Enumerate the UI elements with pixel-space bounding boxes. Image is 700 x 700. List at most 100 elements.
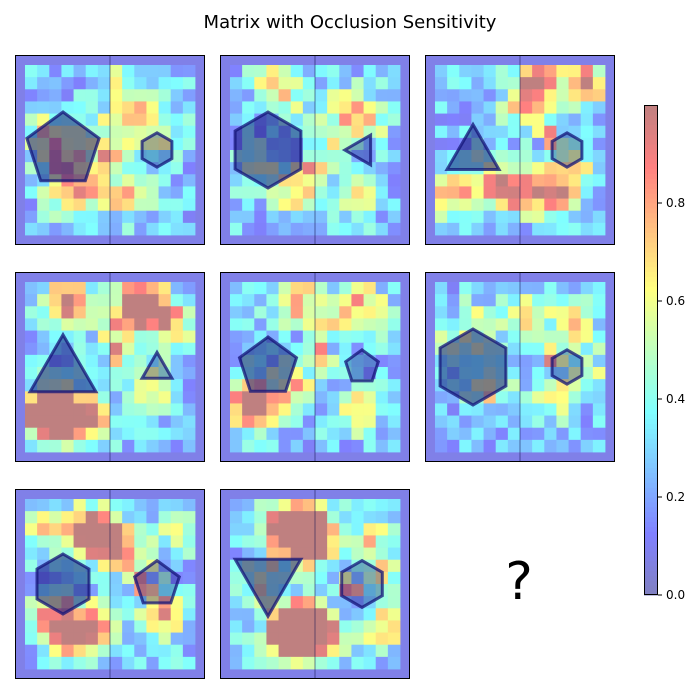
heatmap-cell xyxy=(73,330,87,344)
colorbar-segment xyxy=(644,384,658,390)
heatmap-cell xyxy=(182,174,196,187)
heatmap-cell xyxy=(327,162,340,175)
heatmap-cell xyxy=(315,427,328,441)
heatmap-cell xyxy=(110,210,123,224)
heatmap-cell xyxy=(110,125,123,139)
heatmap-cell xyxy=(483,89,497,102)
heatmap-cell xyxy=(182,77,196,90)
colorbar-segment xyxy=(644,158,658,165)
heatmap-cell xyxy=(580,439,594,453)
heatmap-cell xyxy=(520,174,533,187)
heatmap-cell xyxy=(146,535,159,548)
heatmap-cell xyxy=(532,198,545,212)
heatmap-cell xyxy=(327,113,340,127)
heatmap-cell xyxy=(568,137,582,151)
heatmap-cell xyxy=(339,632,352,646)
heatmap-cell xyxy=(37,644,50,658)
heatmap-cell xyxy=(122,571,135,585)
heatmap-cell xyxy=(134,77,147,90)
heatmap-cell xyxy=(290,415,304,429)
heatmap-cell xyxy=(544,318,557,331)
heatmap-cell xyxy=(158,294,172,307)
heatmap-cell xyxy=(327,77,340,90)
heatmap-cell xyxy=(122,294,135,307)
heatmap-cell xyxy=(242,511,255,524)
heatmap-cell xyxy=(73,210,87,224)
heatmap-cell xyxy=(61,427,74,441)
heatmap-cell xyxy=(182,620,196,633)
heatmap-cell xyxy=(315,318,328,331)
heatmap-cell xyxy=(170,198,184,212)
heatmap-cell xyxy=(447,210,460,224)
heatmap-cell xyxy=(97,318,111,331)
heatmap-cell xyxy=(375,89,389,102)
heatmap-cell xyxy=(507,113,521,127)
heatmap-cell xyxy=(520,113,533,127)
heatmap-cell xyxy=(495,101,509,114)
heatmap-cell xyxy=(483,113,497,127)
colorbar-segment xyxy=(644,203,658,209)
heatmap-cell xyxy=(302,282,316,295)
heatmap-cell xyxy=(85,294,99,307)
heatmap-cell xyxy=(592,77,606,90)
heatmap-cell xyxy=(266,523,279,536)
heatmap-cell xyxy=(327,571,340,585)
heatmap-cell xyxy=(520,89,533,102)
heatmap-cell xyxy=(242,439,255,453)
heatmap-cell xyxy=(339,210,352,224)
heatmap-cell xyxy=(97,535,111,548)
heatmap-cell xyxy=(520,330,533,344)
heatmap-cell xyxy=(556,186,569,199)
heatmap-cell xyxy=(182,559,196,573)
heatmap-cell xyxy=(37,499,50,512)
heatmap-cell xyxy=(170,150,184,163)
heatmap-cell xyxy=(290,584,304,597)
heatmap-cell xyxy=(73,403,87,416)
heatmap-cell xyxy=(170,620,184,633)
heatmap-cell xyxy=(110,174,123,187)
heatmap-cell xyxy=(110,113,123,127)
heatmap-cell xyxy=(73,101,87,114)
heatmap-cell xyxy=(544,65,557,78)
heatmap-cell xyxy=(363,439,377,453)
heatmap-cell xyxy=(387,584,401,597)
heatmap-cell xyxy=(327,318,340,331)
heatmap-cell xyxy=(339,656,352,670)
heatmap-cell xyxy=(242,330,255,344)
heatmap-cell xyxy=(387,620,401,633)
heatmap-cell xyxy=(97,113,111,127)
heatmap-cell xyxy=(363,101,377,114)
heatmap-cell xyxy=(339,330,352,344)
colorbar-segment xyxy=(644,252,658,258)
heatmap-cell xyxy=(242,186,255,199)
heatmap-cell xyxy=(110,342,123,356)
heatmap-cell xyxy=(435,403,448,416)
heatmap-cell xyxy=(242,608,255,621)
heatmap-cell xyxy=(266,620,279,633)
heatmap-cell xyxy=(520,101,533,114)
heatmap-cell xyxy=(158,282,172,295)
heatmap-cell xyxy=(290,65,304,78)
heatmap-cell xyxy=(327,391,340,404)
heatmap-cell xyxy=(351,294,364,307)
heatmap-cell xyxy=(556,137,569,151)
heatmap-cell xyxy=(520,77,533,90)
heatmap-cell xyxy=(85,318,99,331)
heatmap-cell xyxy=(471,427,484,441)
heatmap-cell xyxy=(351,656,364,670)
heatmap-cell xyxy=(351,89,364,102)
heatmap-cell xyxy=(122,65,135,78)
heatmap-cell xyxy=(387,559,401,573)
heatmap-cell xyxy=(302,77,316,90)
heatmap-cell xyxy=(315,379,328,392)
heatmap-cell xyxy=(459,222,472,236)
heatmap-cell xyxy=(327,186,340,199)
heatmap-cell xyxy=(363,77,377,90)
heatmap-cell xyxy=(37,535,50,548)
heatmap-cell xyxy=(25,584,38,597)
colorbar-frame xyxy=(644,105,658,595)
colorbar-segment xyxy=(644,501,658,508)
heatmap-cell xyxy=(459,101,472,114)
heatmap-cell xyxy=(97,596,111,609)
heatmap-cell xyxy=(375,282,389,295)
